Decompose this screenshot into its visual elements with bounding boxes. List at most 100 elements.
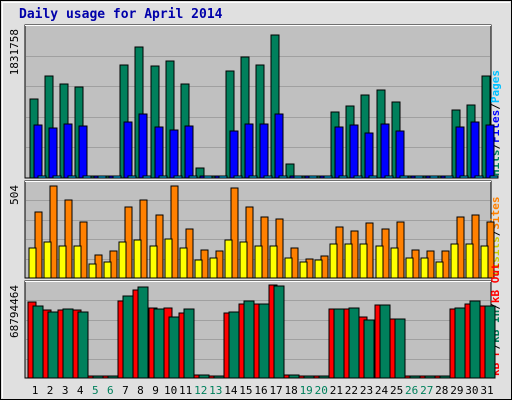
- bar-pages-day-20: [323, 175, 333, 179]
- x-tick-label-day-26: 26: [405, 384, 418, 397]
- x-tick-label-day-16: 16: [254, 384, 267, 397]
- bar-kb_in-day-9: [153, 308, 165, 379]
- bar-kb_in-day-30: [469, 300, 481, 379]
- bar-pages-day-28: [444, 175, 454, 179]
- bar-pages-day-31: [489, 175, 499, 179]
- x-tick-label-day-20: 20: [315, 384, 328, 397]
- bar-pages-day-14: [233, 175, 243, 179]
- legend-label: /: [489, 143, 502, 150]
- bar-files-day-16: [259, 123, 269, 179]
- bar-kb_in-day-15: [243, 300, 255, 379]
- x-tick-label-day-14: 14: [224, 384, 238, 397]
- bar-kb_in-day-1: [32, 305, 44, 379]
- bar-files-day-4: [78, 125, 88, 179]
- bar-visits-day-26: [405, 257, 414, 279]
- bar-pages-day-30: [474, 175, 484, 179]
- bar-kb_in-day-6: [107, 375, 119, 379]
- legend-label: Pages: [489, 70, 502, 103]
- bar-pages-day-3: [67, 175, 77, 179]
- bar-visits-day-17: [269, 245, 278, 279]
- bar-kb_in-day-24: [379, 304, 391, 379]
- bar-kb_in-day-5: [92, 375, 104, 379]
- bar-pages-day-11: [188, 175, 198, 179]
- x-tick-label-day-17: 17: [269, 384, 282, 397]
- bar-pages-day-4: [82, 175, 92, 179]
- x-tick-label-day-15: 15: [239, 384, 252, 397]
- bar-kb_in-day-2: [47, 311, 59, 379]
- bar-files-day-8: [138, 113, 148, 179]
- x-tick-label-day-13: 13: [209, 384, 222, 397]
- x-tick-label-day-30: 30: [465, 384, 478, 397]
- x-tick-label-day-7: 7: [122, 384, 129, 397]
- bar-pages-day-23: [368, 175, 378, 179]
- bar-pages-day-18: [293, 175, 303, 179]
- bar-sites-day-10: [170, 185, 179, 279]
- legend-label: /: [489, 229, 502, 236]
- x-tick-label-day-8: 8: [137, 384, 144, 397]
- bar-visits-day-10: [164, 238, 173, 279]
- x-tick-label-day-5: 5: [92, 384, 99, 397]
- x-tick-label-day-12: 12: [194, 384, 207, 397]
- bar-files-day-1: [33, 124, 43, 179]
- x-tick-label-day-28: 28: [435, 384, 448, 397]
- bar-visits-day-4: [73, 245, 82, 279]
- bar-kb_in-day-16: [258, 303, 270, 379]
- bar-kb_in-day-20: [318, 375, 330, 379]
- bar-files-day-15: [244, 123, 254, 179]
- bar-visits-day-11: [179, 247, 188, 279]
- bar-visits-day-23: [359, 243, 368, 279]
- bar-files-day-3: [63, 123, 73, 179]
- bar-kb_in-day-7: [122, 295, 134, 379]
- bar-pages-day-5: [97, 175, 107, 179]
- bar-visits-day-28: [435, 261, 444, 279]
- bar-visits-day-27: [420, 257, 429, 279]
- bar-sites-day-3: [64, 199, 73, 279]
- bar-kb_in-day-18: [288, 374, 300, 379]
- bar-pages-day-27: [429, 175, 439, 179]
- bar-files-day-22: [349, 124, 359, 179]
- bar-pages-day-9: [158, 175, 168, 179]
- bar-pages-day-8: [142, 175, 152, 179]
- legend-label: /: [489, 103, 502, 110]
- bar-visits-day-24: [375, 245, 384, 279]
- bar-kb_in-day-3: [62, 308, 74, 379]
- bar-files-day-11: [184, 125, 194, 179]
- bar-visits-day-6: [103, 261, 112, 279]
- bar-visits-day-19: [299, 261, 308, 279]
- bar-pages-day-13: [218, 175, 228, 179]
- x-tick-label-day-3: 3: [62, 384, 69, 397]
- x-tick-label-day-4: 4: [77, 384, 84, 397]
- bar-files-day-25: [395, 130, 405, 179]
- bar-kb_in-day-29: [454, 307, 466, 379]
- bar-pages-day-15: [248, 175, 258, 179]
- bar-pages-day-19: [308, 175, 318, 179]
- bar-kb_in-day-11: [183, 308, 195, 379]
- bar-visits-day-5: [88, 263, 97, 279]
- legend-label: kB Out: [489, 263, 502, 303]
- bar-visits-day-2: [43, 241, 52, 279]
- bar-visits-day-30: [465, 243, 474, 279]
- bar-visits-day-3: [58, 245, 67, 279]
- bar-visits-day-31: [480, 245, 489, 279]
- bar-files-day-14: [229, 130, 239, 179]
- bar-visits-day-7: [118, 241, 127, 279]
- x-tick-label-day-22: 22: [345, 384, 358, 397]
- y-max-label: 504: [8, 185, 21, 205]
- bar-visits-day-21: [329, 243, 338, 279]
- bar-files-day-29: [455, 126, 465, 179]
- bar-visits-day-18: [284, 257, 293, 279]
- bar-kb_in-day-12: [198, 374, 210, 379]
- bar-kb_in-day-26: [409, 375, 421, 379]
- x-tick-label-day-6: 6: [107, 384, 114, 397]
- x-tick-label-day-1: 1: [32, 384, 39, 397]
- bar-visits-day-22: [344, 243, 353, 279]
- bar-kb_in-day-13: [213, 375, 225, 379]
- bar-kb_in-day-14: [228, 311, 240, 379]
- bar-pages-day-29: [459, 175, 469, 179]
- y-max-label: 1831758: [8, 29, 21, 75]
- bar-pages-day-21: [338, 175, 348, 179]
- bar-files-day-23: [364, 132, 374, 179]
- bar-visits-day-12: [194, 259, 203, 279]
